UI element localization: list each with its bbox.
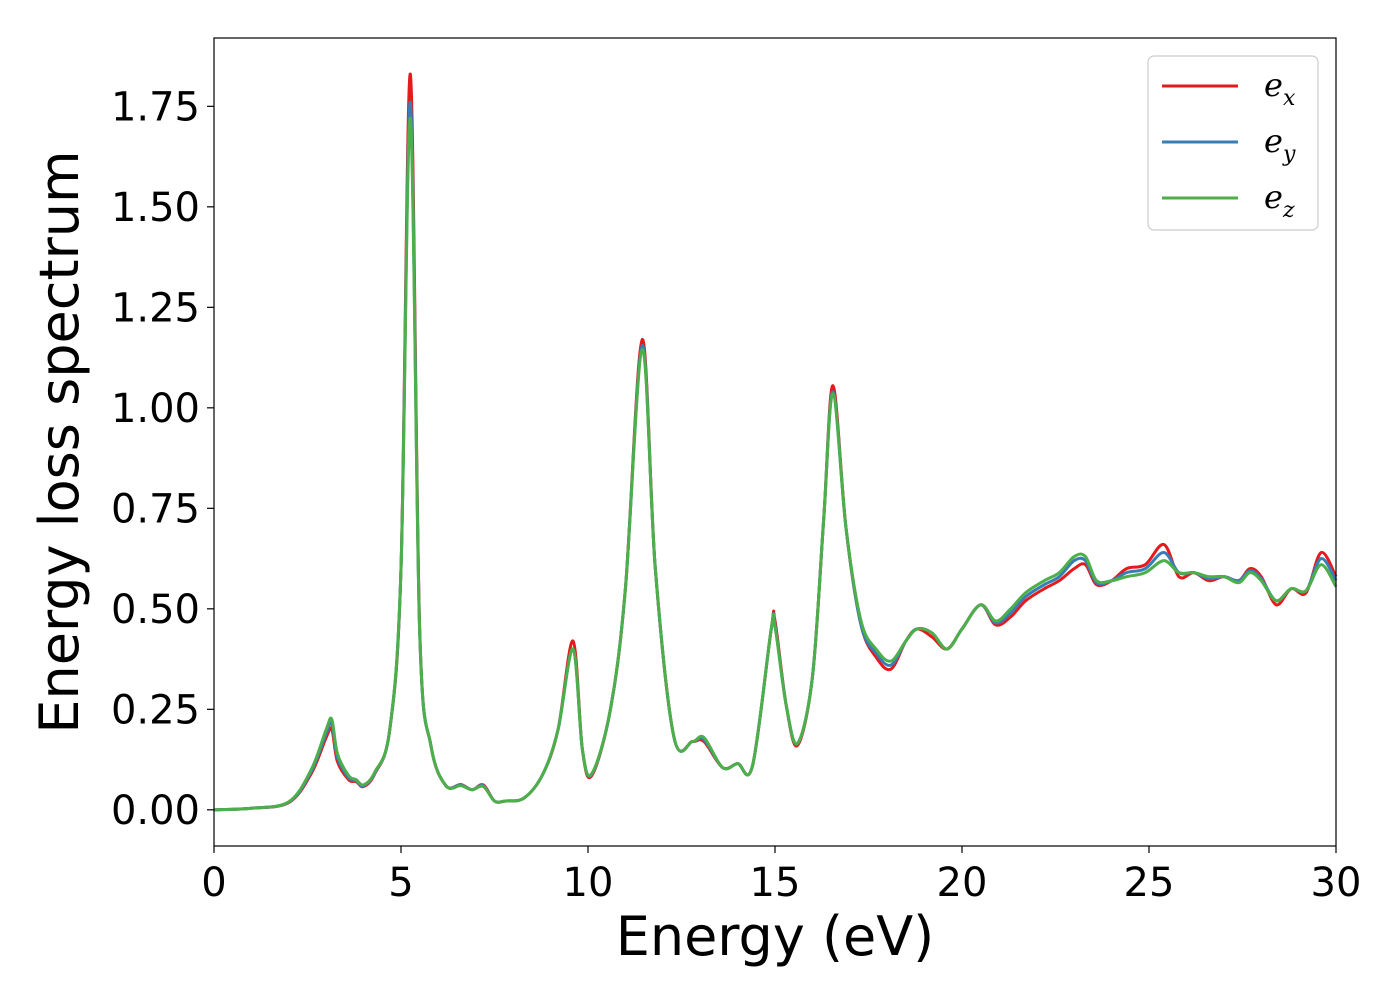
x-tick-label: 15: [750, 860, 801, 906]
series-line-z: [213, 116, 1338, 812]
x-tick-label: 25: [1124, 860, 1175, 906]
legend-label-x: ex: [1264, 66, 1296, 111]
y-tick-label: 0.25: [111, 687, 200, 733]
axis-ticks: 0 5 10 15 20 25 30 0.00 0.25 0.50 0.75 1.00 1.25 1.50…: [111, 84, 1362, 906]
x-axis-title: Energy (eV): [616, 905, 935, 968]
x-tick-label: 30: [1311, 860, 1362, 906]
y-tick-label: 1.75: [111, 84, 200, 130]
y-tick-label: 0.50: [111, 587, 200, 633]
y-tick-label: 0.75: [111, 486, 200, 532]
y-tick-label: 1.00: [111, 386, 200, 432]
legend-subscript-x: x: [1283, 86, 1296, 111]
y-axis-title: Energy loss spectrum: [28, 150, 91, 733]
x-tick-label: 0: [201, 860, 226, 906]
y-tick-label: 1.25: [111, 285, 200, 331]
x-tick-label: 5: [388, 860, 413, 906]
x-tick-label: 10: [563, 860, 614, 906]
x-tick-label: 20: [937, 860, 988, 906]
legend-subscript-y: y: [1282, 142, 1296, 167]
y-tick-label: 1.50: [111, 185, 200, 231]
legend-subscript-z: z: [1282, 198, 1295, 223]
legend-label-y: ey: [1264, 122, 1296, 167]
series-lines: [213, 72, 1338, 812]
y-tick-label: 0.00: [111, 788, 200, 834]
